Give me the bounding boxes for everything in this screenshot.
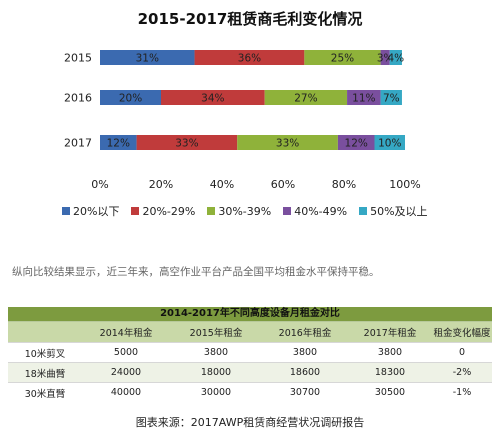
legend-swatch: [207, 207, 216, 215]
table-cell: 30700: [262, 382, 348, 402]
table-header-cell: 租金变化幅度: [432, 321, 492, 343]
bar-segment: [304, 50, 381, 65]
table-header-cell: 2015年租金: [170, 321, 262, 343]
legend-label: 30%-39%: [218, 204, 272, 218]
bar-segment: [337, 135, 375, 150]
data-label: 33%: [276, 138, 299, 150]
table-cell: 18300: [348, 362, 432, 383]
bar-segment: [237, 135, 338, 150]
x-tick-label: 100%: [389, 178, 420, 191]
bar-segment: [100, 135, 137, 150]
stacked-bar-chart: 2015 31% 36% 25% 3%4% 2016 20% 34% 27% 11% 7% 2017 1…: [64, 50, 421, 191]
table-cell: 3800: [262, 342, 348, 363]
table-cell: 3800: [348, 342, 432, 363]
summary-note: 纵向比较结果显示，近三年来，高空作业平台产品全国平均租金水平保持平稳。: [12, 266, 380, 278]
legend-swatch: [131, 207, 140, 215]
data-label: 31%: [136, 53, 159, 65]
bar-segment: [347, 90, 381, 105]
chart-title: 2015-2017租赁商毛利变化情况: [137, 10, 363, 28]
table-cell: 30500: [348, 382, 432, 402]
data-label: 25%: [331, 53, 354, 65]
chart-source: 图表来源：2017AWP租赁商经营状况调研报告: [135, 416, 365, 429]
table-cell: -1%: [432, 382, 492, 402]
data-label: 34%: [201, 93, 224, 105]
bar-segment: [264, 90, 348, 105]
category-label: 2015: [64, 52, 92, 65]
legend-item: 30%-39%: [207, 205, 271, 218]
rent-comparison-table: 2014-2017年不同高度设备月租金对比 2014年租金 2015年租金 20…: [8, 307, 492, 402]
x-tick-label: 60%: [271, 178, 295, 191]
table-cell: 18米曲臂: [8, 362, 82, 383]
table-row: 10米剪叉 5000 3800 3800 3800 0: [8, 342, 492, 363]
data-label: 27%: [294, 93, 317, 105]
table-cell: 30米直臂: [8, 382, 82, 402]
chart-legend: 20%以下 20%-29% 30%-39% 40%-49% 50%及以上: [62, 203, 428, 219]
table-row: 30米直臂 40000 30000 30700 30500 -1%: [8, 382, 492, 402]
bar-segment: [380, 90, 402, 105]
x-tick-label: 0%: [91, 178, 108, 191]
bar-segment: [161, 90, 265, 105]
data-label: 33%: [175, 138, 198, 150]
table-cell: 18000: [170, 362, 262, 383]
table-title: 2014-2017年不同高度设备月租金对比: [8, 307, 492, 321]
data-label: 11%: [352, 93, 375, 105]
table-row: 18米曲臂 24000 18000 18600 18300 -2%: [8, 362, 492, 383]
table-header-cell: 2016年租金: [262, 321, 348, 343]
bar-segment: [389, 50, 402, 65]
data-label: 7%: [383, 93, 400, 105]
table-header-cell: 2014年租金: [82, 321, 170, 343]
data-label: 12%: [107, 138, 130, 150]
legend-item: 20%以下: [62, 203, 119, 219]
table-header-cell: 2017年租金: [348, 321, 432, 343]
legend-swatch: [283, 207, 292, 215]
legend-item: 50%及以上: [359, 203, 428, 219]
legend-label: 40%-49%: [294, 204, 348, 218]
table-header-row: 2014年租金 2015年租金 2016年租金 2017年租金 租金变化幅度: [8, 321, 492, 343]
x-tick-label: 40%: [210, 178, 234, 191]
data-label: 12%: [345, 138, 368, 150]
table-cell: 40000: [82, 382, 170, 402]
bar-segment: [100, 50, 195, 65]
legend-swatch: [359, 207, 368, 215]
data-label: 3%: [377, 53, 394, 65]
data-label: 20%: [119, 93, 142, 105]
legend-label: 20%以下: [73, 205, 120, 218]
table-cell: 3800: [170, 342, 262, 363]
legend-swatch: [62, 207, 70, 215]
bar-segment: [100, 90, 161, 105]
legend-label: 20%-29%: [142, 204, 196, 218]
data-label: 36%: [238, 53, 261, 65]
data-label: 10%: [378, 138, 401, 150]
table-cell: 10米剪叉: [8, 342, 82, 363]
table-cell: 0: [432, 342, 492, 363]
table-cell: -2%: [432, 362, 492, 383]
table-cell: 18600: [262, 362, 348, 383]
legend-label: 50%及以上: [370, 205, 428, 218]
data-label: 4%: [388, 53, 405, 65]
x-tick-label: 20%: [149, 178, 173, 191]
table-cell: 30000: [170, 382, 262, 402]
table-header-cell: [8, 321, 82, 343]
legend-item: 20%-29%: [131, 205, 195, 218]
bar-segment: [380, 50, 390, 65]
category-label: 2016: [64, 92, 92, 105]
legend-item: 40%-49%: [283, 205, 347, 218]
x-tick-label: 80%: [332, 178, 356, 191]
bar-segment: [194, 50, 305, 65]
bar-segment: [374, 135, 405, 150]
table-cell: 24000: [82, 362, 170, 383]
bar-segment: [136, 135, 238, 150]
table-cell: 5000: [82, 342, 170, 363]
category-label: 2017: [64, 137, 92, 150]
